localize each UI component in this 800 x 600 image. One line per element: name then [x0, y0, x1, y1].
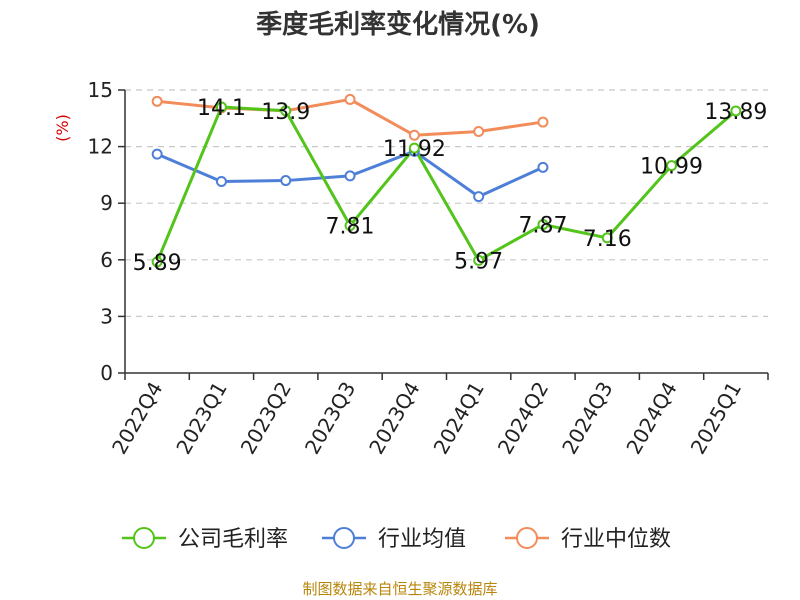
- data-point: [473, 126, 485, 138]
- legend-item: 行业中位数: [505, 527, 671, 552]
- legend: 公司毛利率 行业均值 行业中位数: [122, 527, 671, 552]
- data-point: [344, 170, 356, 182]
- data-point: [537, 161, 549, 173]
- y-tick-label: 6: [100, 248, 113, 272]
- data-point: [537, 219, 549, 231]
- legend-item: 公司毛利率: [122, 527, 288, 552]
- data-label: 7.16: [583, 227, 632, 252]
- legend-label: 公司毛利率: [178, 527, 288, 552]
- series-lines: [155, 97, 737, 263]
- data-label: 11.92: [383, 137, 446, 162]
- legend-label: 行业均值: [378, 527, 466, 552]
- data-label: 10.99: [640, 155, 703, 180]
- data-point: [473, 191, 485, 203]
- data-labels: 5.89 14.1 13.9 7.81 11.92 5.97 7.87 7.16 10.99 13…: [133, 96, 768, 276]
- series-line: [155, 105, 737, 263]
- legend-item: 行业均值: [322, 527, 466, 552]
- chart-title: 季度毛利率变化情况(%): [256, 9, 540, 40]
- x-tick-label: 2023Q2: [236, 378, 296, 459]
- data-point: [151, 256, 163, 268]
- data-point: [537, 116, 549, 128]
- source-note: 制图数据来自恒生聚源数据库: [302, 580, 497, 598]
- data-point: [666, 160, 678, 172]
- data-point: [215, 176, 227, 188]
- data-point: [473, 254, 485, 266]
- x-tick-label: 2023Q1: [171, 378, 231, 459]
- x-tick-label: 2024Q4: [621, 378, 681, 459]
- data-point: [280, 105, 292, 117]
- y-axis-unit: (%): [53, 114, 72, 142]
- x-tick-label: 2025Q1: [686, 378, 746, 459]
- data-point: [408, 142, 420, 154]
- x-tick-label: 2024Q3: [557, 378, 617, 459]
- x-tick-label: 2024Q2: [493, 378, 553, 459]
- x-tick-label: 2024Q1: [429, 378, 489, 459]
- data-point: [408, 129, 420, 141]
- data-point: [215, 101, 227, 113]
- legend-label: 行业中位数: [561, 527, 671, 552]
- data-point: [151, 95, 163, 107]
- data-label: 5.97: [454, 249, 503, 274]
- y-tick-label: 12: [88, 135, 113, 159]
- legend-swatch-marker: [333, 527, 355, 549]
- y-tick-label: 9: [100, 191, 113, 215]
- data-point: [280, 175, 292, 187]
- data-label: 13.89: [704, 100, 767, 125]
- y-tick-label: 15: [88, 78, 113, 102]
- y-tick-label: 0: [100, 361, 113, 385]
- legend-swatch-marker: [516, 527, 538, 549]
- data-point: [730, 105, 742, 117]
- data-label: 5.89: [133, 251, 182, 276]
- x-tick-label: 2023Q4: [364, 378, 424, 459]
- x-tick-label: 2023Q3: [300, 378, 360, 459]
- y-tick-label: 3: [100, 304, 113, 328]
- data-label: 14.1: [197, 96, 246, 121]
- data-point: [151, 148, 163, 160]
- data-point: [344, 93, 356, 105]
- data-point: [601, 232, 613, 244]
- data-label: 7.87: [518, 214, 567, 239]
- data-label: 7.81: [326, 215, 375, 240]
- data-point: [344, 220, 356, 232]
- legend-swatch-marker: [133, 527, 155, 549]
- x-tick-label: 2022Q4: [107, 378, 167, 459]
- series-points: [151, 93, 742, 268]
- data-label: 13.9: [261, 100, 310, 125]
